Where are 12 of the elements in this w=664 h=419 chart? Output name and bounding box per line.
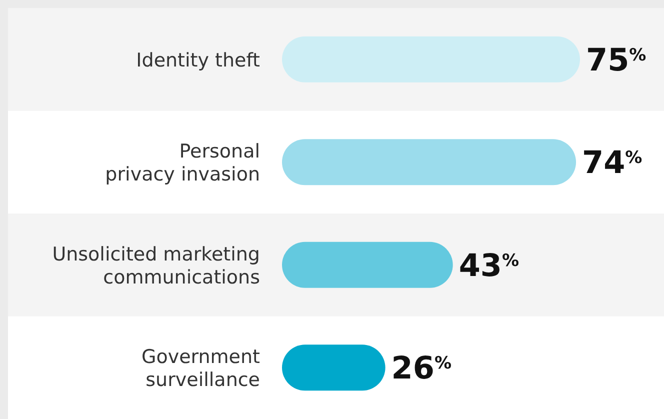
data-label: 75$^{%}$ (586, 42, 646, 78)
bar (282, 242, 453, 288)
data-label: 74$^{%}$ (582, 145, 642, 182)
data-label: 26$^{%}$ (391, 350, 452, 387)
bar (282, 139, 576, 186)
y-tick-label: Personal privacy invasion (105, 140, 260, 186)
data-label: 43$^{%}$ (458, 248, 520, 284)
y-tick-label: Identity theft (136, 49, 260, 72)
bar (282, 344, 386, 391)
bar (282, 36, 580, 82)
y-tick-label: Government surveillance (142, 346, 260, 392)
y-tick-label: Unsolicited marketing communications (52, 243, 260, 288)
